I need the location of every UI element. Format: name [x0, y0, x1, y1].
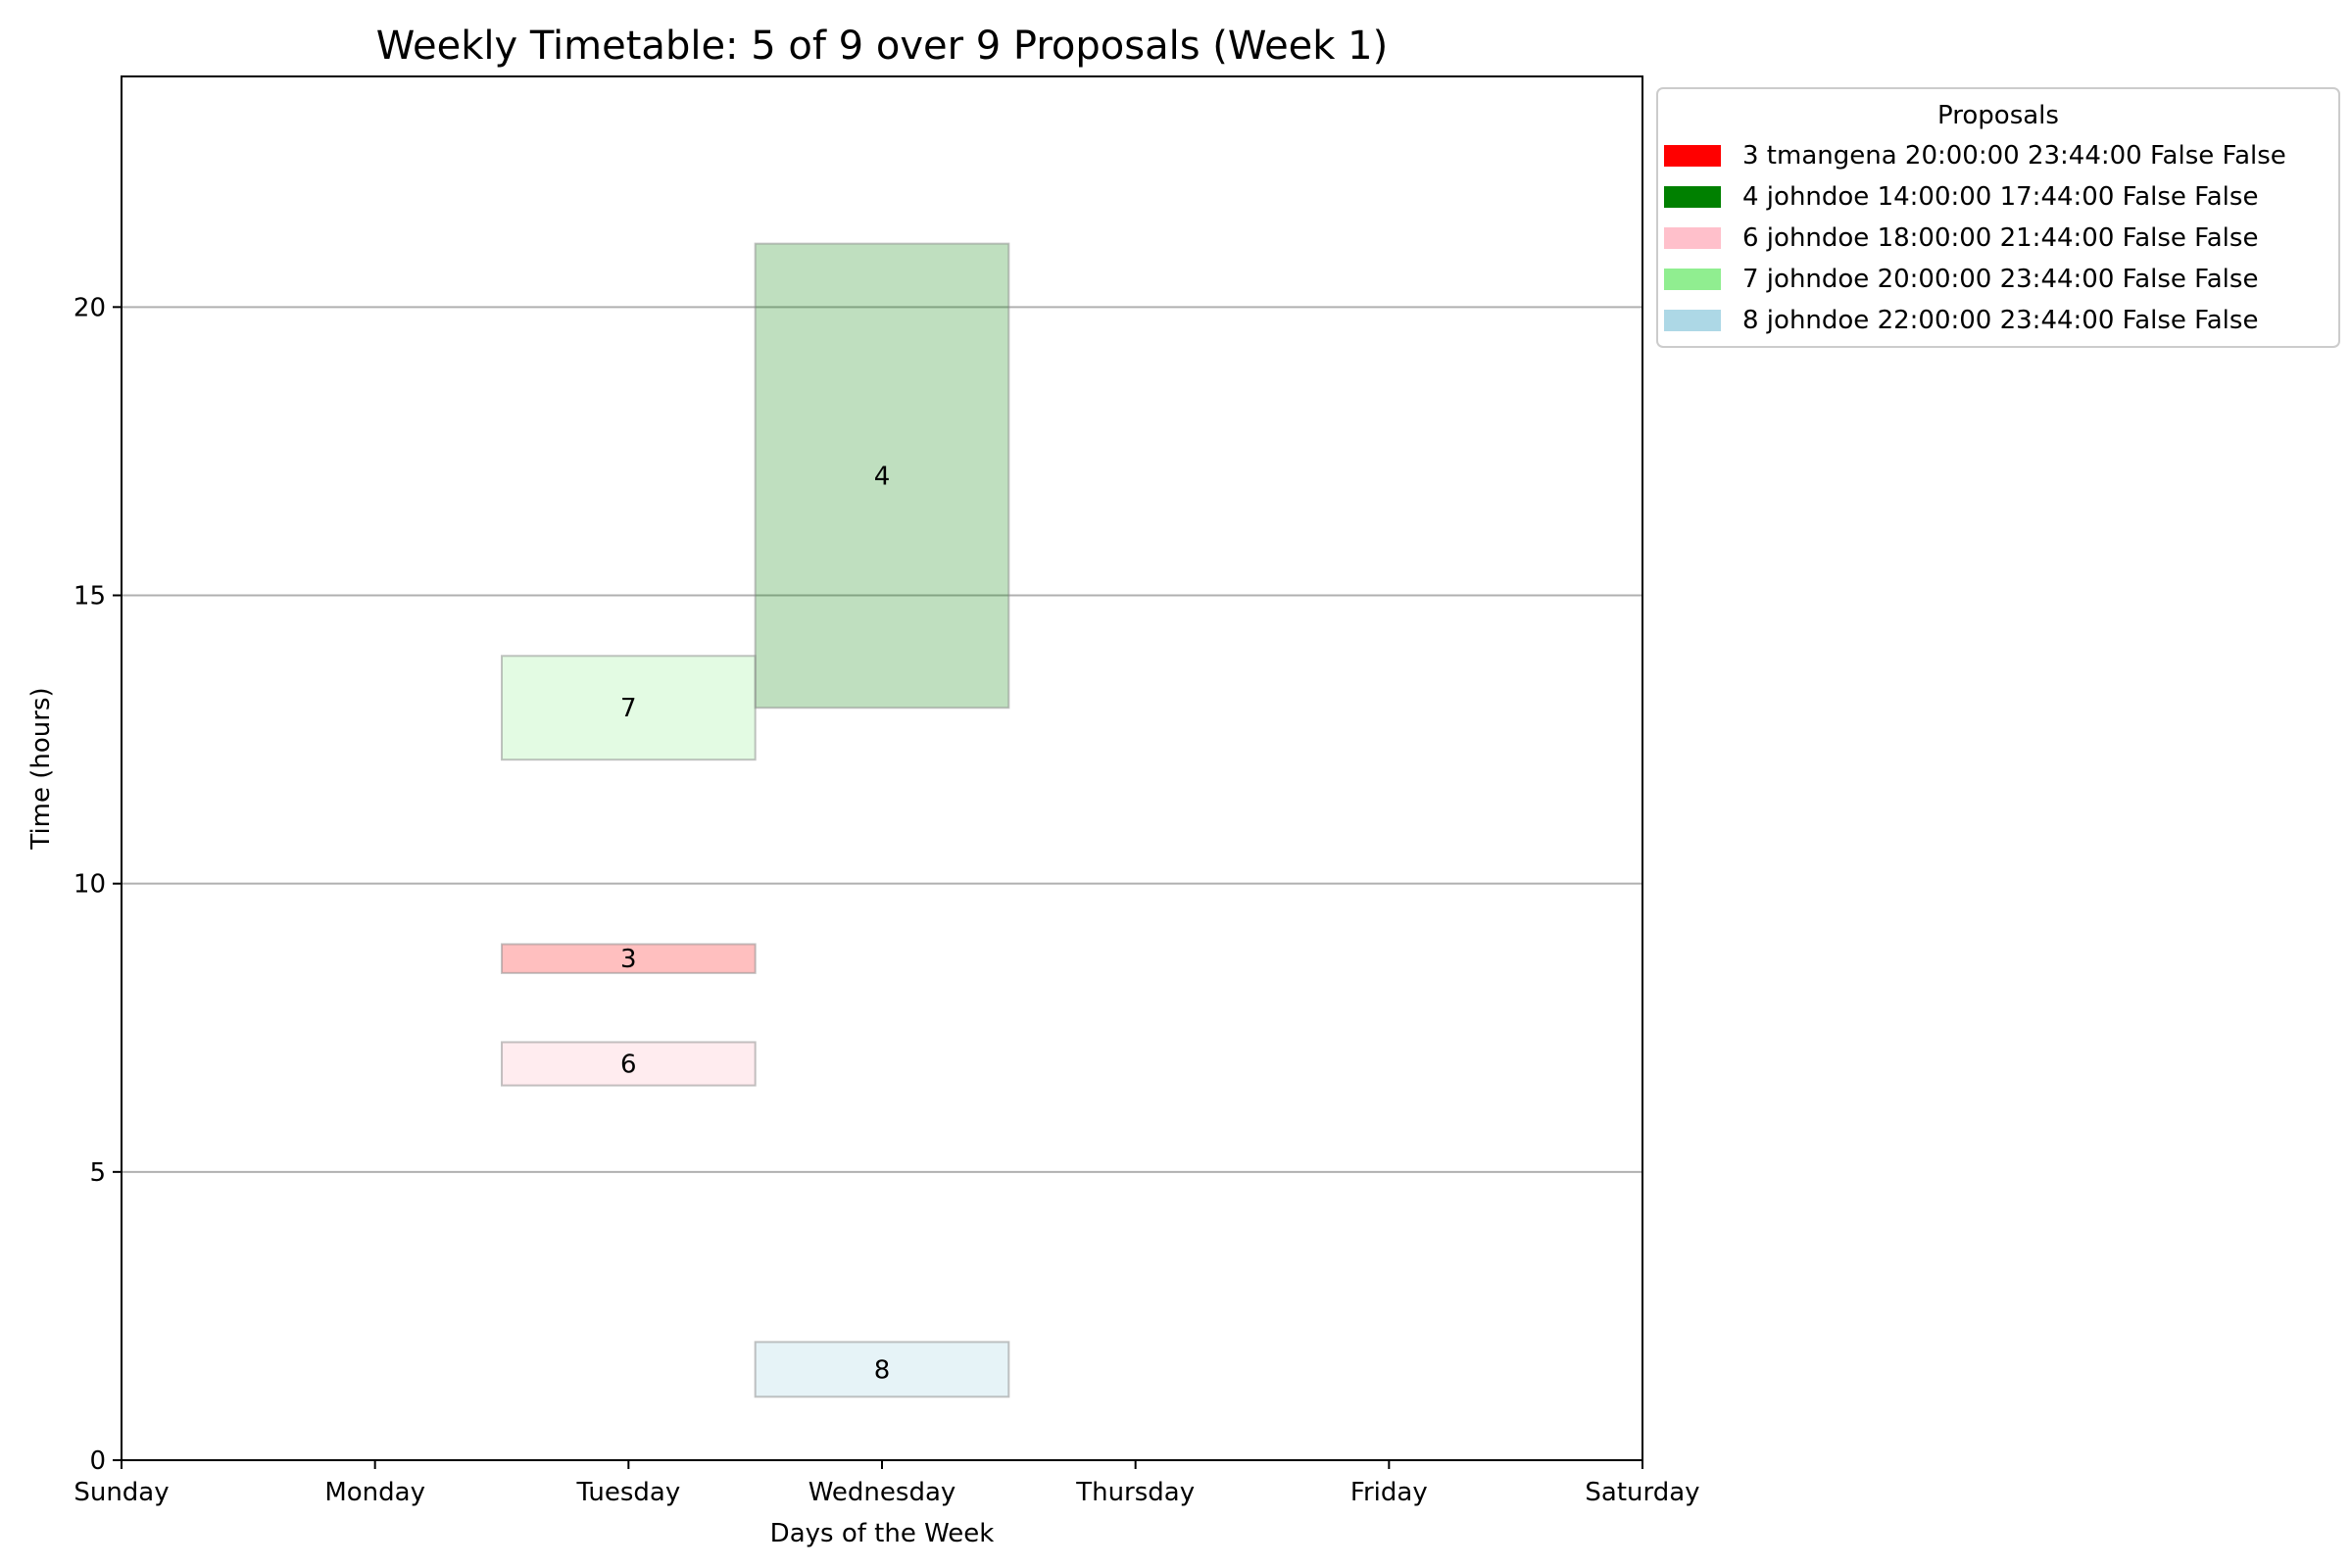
legend-entry-label: 6 johndoe 18:00:00 21:44:00 False False: [1742, 223, 2258, 253]
y-tick-label: 0: [89, 1446, 106, 1476]
proposal-bar-label: 7: [620, 694, 637, 723]
legend-swatch: [1664, 310, 1721, 331]
proposal-bar-4: [754, 242, 1010, 710]
axis-ticks: Sunday Monday Tuesday Wednesday Thursday Frid…: [74, 293, 1700, 1507]
x-axis-label: Days of the Week: [770, 1519, 995, 1548]
grid-lines: [122, 306, 1642, 1173]
legend-entry-label: 3 tmangena 20:00:00 23:44:00 False False: [1742, 141, 2286, 171]
y-tick-label: 10: [74, 870, 106, 900]
y-axis-label: Time (hours): [26, 687, 56, 850]
x-tick-label: Tuesday: [575, 1478, 680, 1507]
proposal-bar-label: 6: [620, 1051, 637, 1080]
proposal-bar-6: [501, 1041, 757, 1087]
legend-entry-label: 4 johndoe 14:00:00 17:44:00 False False: [1742, 182, 2258, 212]
legend-swatch: [1664, 227, 1721, 249]
x-tick-label: Wednesday: [808, 1478, 956, 1507]
x-tick-label: Monday: [324, 1478, 425, 1507]
x-tick-label: Sunday: [74, 1478, 169, 1507]
x-tick-label: Friday: [1350, 1478, 1428, 1507]
proposal-bar-8: [754, 1341, 1010, 1398]
legend-entry-label: 8 johndoe 22:00:00 23:44:00 False False: [1742, 306, 2258, 335]
legend-swatch: [1664, 269, 1721, 290]
legend-swatch: [1664, 186, 1721, 208]
y-tick-label: 20: [74, 293, 106, 322]
proposal-bars: 3 4 6 7 8: [501, 242, 1010, 1398]
legend-title: Proposals: [1937, 101, 2059, 130]
chart-title: Weekly Timetable: 5 of 9 over 9 Proposal…: [376, 24, 1388, 69]
proposal-bar-7: [501, 655, 757, 761]
legend-frame: [1656, 87, 2340, 348]
proposal-bar-label: 4: [874, 462, 891, 491]
proposal-bar-label: 3: [620, 945, 637, 974]
legend-entry-label: 7 johndoe 20:00:00 23:44:00 False False: [1742, 265, 2258, 294]
legend: Proposals 3 tmangena 20:00:00 23:44:00 F…: [1656, 87, 2340, 348]
legend-swatch: [1664, 145, 1721, 167]
x-tick-label: Thursday: [1075, 1478, 1195, 1507]
legend-entries: 3 tmangena 20:00:00 23:44:00 False False…: [1664, 141, 2286, 335]
y-tick-label: 5: [89, 1158, 106, 1188]
proposal-bar-3: [501, 943, 757, 974]
y-tick-label: 15: [74, 582, 106, 612]
proposal-bar-label: 8: [874, 1355, 891, 1385]
x-tick-label: Saturday: [1585, 1478, 1699, 1507]
